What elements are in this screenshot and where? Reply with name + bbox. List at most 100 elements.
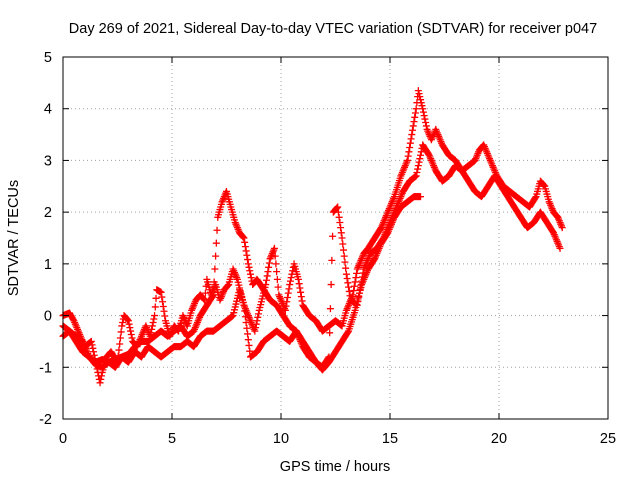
data-point-marker bbox=[151, 303, 159, 311]
data-point-marker bbox=[285, 285, 293, 293]
data-point-marker bbox=[213, 226, 221, 234]
data-point-marker bbox=[88, 341, 96, 349]
data-point-marker bbox=[252, 320, 260, 328]
data-point-marker bbox=[212, 252, 220, 260]
data-point-marker bbox=[243, 324, 251, 332]
data-point-marker bbox=[344, 279, 352, 287]
data-point-marker bbox=[358, 277, 366, 285]
data-point-marker bbox=[328, 256, 336, 264]
data-point-marker bbox=[69, 315, 77, 323]
data-point-marker bbox=[407, 135, 415, 143]
y-tick-label: -2 bbox=[39, 412, 52, 428]
data-point-marker bbox=[294, 275, 302, 283]
data-point-marker bbox=[119, 318, 127, 326]
data-point-marker bbox=[240, 301, 248, 309]
data-point-marker bbox=[329, 232, 337, 240]
data-point-marker bbox=[298, 297, 306, 305]
y-tick-label: 1 bbox=[44, 257, 52, 273]
data-point-marker bbox=[244, 260, 252, 268]
data-point-marker bbox=[244, 336, 252, 344]
data-point-marker bbox=[245, 341, 253, 349]
data-point-marker bbox=[96, 379, 104, 387]
data-point-marker bbox=[353, 269, 361, 277]
data-point-marker bbox=[273, 268, 281, 276]
data-point-marker bbox=[403, 156, 411, 164]
data-point-marker bbox=[339, 240, 347, 248]
x-tick-label: 10 bbox=[273, 431, 289, 447]
x-tick-label: 0 bbox=[59, 431, 67, 447]
plot-frame bbox=[62, 56, 609, 420]
data-point-marker bbox=[254, 310, 262, 318]
data-point-marker bbox=[422, 119, 430, 127]
data-point-marker bbox=[341, 258, 349, 266]
y-tick-label: 2 bbox=[44, 205, 52, 221]
data-point-marker bbox=[265, 259, 273, 267]
data-point-marker bbox=[286, 277, 294, 285]
data-point-marker bbox=[422, 122, 430, 130]
data-point-marker bbox=[124, 317, 132, 325]
data-point-marker bbox=[286, 281, 294, 289]
data-point-marker bbox=[254, 313, 262, 321]
x-tick-label: 15 bbox=[382, 431, 398, 447]
y-axis-label: SDTVAR / TECUs bbox=[6, 180, 22, 296]
data-point-marker bbox=[284, 289, 292, 297]
data-point-marker bbox=[241, 238, 249, 246]
data-point-marker bbox=[354, 297, 362, 305]
data-point-marker bbox=[150, 315, 158, 323]
data-point-marker bbox=[244, 256, 252, 264]
data-point-marker bbox=[128, 334, 136, 342]
data-point-marker bbox=[411, 113, 419, 121]
data-point-marker bbox=[160, 307, 168, 315]
data-point-marker bbox=[418, 102, 426, 110]
data-point-marker bbox=[157, 288, 165, 296]
data-point-marker bbox=[115, 346, 123, 354]
data-point-marker bbox=[420, 112, 428, 120]
data-point-marker bbox=[556, 244, 564, 252]
data-point-marker bbox=[415, 158, 423, 166]
data-point-marker bbox=[356, 285, 364, 293]
data-point-marker bbox=[345, 283, 353, 291]
data-point-marker bbox=[241, 313, 249, 321]
data-point-marker bbox=[415, 90, 423, 98]
data-point-marker bbox=[413, 168, 421, 176]
data-point-marker bbox=[159, 303, 167, 311]
data-point-marker bbox=[243, 251, 251, 259]
data-point-marker bbox=[353, 301, 361, 309]
data-point-marker bbox=[241, 243, 249, 251]
data-point-marker bbox=[211, 265, 219, 273]
data-point-marker bbox=[242, 247, 250, 255]
data-point-marker bbox=[224, 281, 232, 289]
data-point-marker bbox=[147, 329, 155, 337]
data-point-marker bbox=[127, 327, 135, 335]
data-point-marker bbox=[412, 172, 420, 180]
data-point-marker bbox=[414, 87, 422, 95]
data-point-marker bbox=[98, 372, 106, 380]
data-point-marker bbox=[246, 267, 254, 275]
data-point-marker bbox=[263, 272, 271, 280]
data-point-marker bbox=[149, 318, 157, 326]
data-point-marker bbox=[296, 284, 304, 292]
data-point-marker bbox=[284, 293, 292, 301]
x-tick-label: 25 bbox=[600, 431, 616, 447]
data-point-marker bbox=[343, 275, 351, 283]
data-point-marker bbox=[350, 282, 358, 290]
data-point-marker bbox=[355, 293, 363, 301]
data-point-marker bbox=[161, 312, 169, 320]
data-point-marker bbox=[297, 288, 305, 296]
data-point-marker bbox=[209, 292, 217, 300]
data-point-marker bbox=[410, 118, 418, 126]
data-point-marker bbox=[210, 278, 218, 286]
data-points bbox=[59, 87, 566, 387]
data-point-marker bbox=[251, 327, 259, 335]
y-tick-label: 5 bbox=[44, 50, 52, 66]
data-point-marker bbox=[342, 264, 350, 272]
data-point-marker bbox=[89, 344, 97, 352]
data-point-marker bbox=[125, 320, 133, 328]
y-tick-label: -1 bbox=[39, 360, 52, 376]
data-point-marker bbox=[295, 280, 303, 288]
data-point-marker bbox=[148, 322, 156, 330]
data-point-marker bbox=[417, 99, 425, 107]
data-point-marker bbox=[242, 318, 250, 326]
data-point-marker bbox=[412, 105, 420, 113]
